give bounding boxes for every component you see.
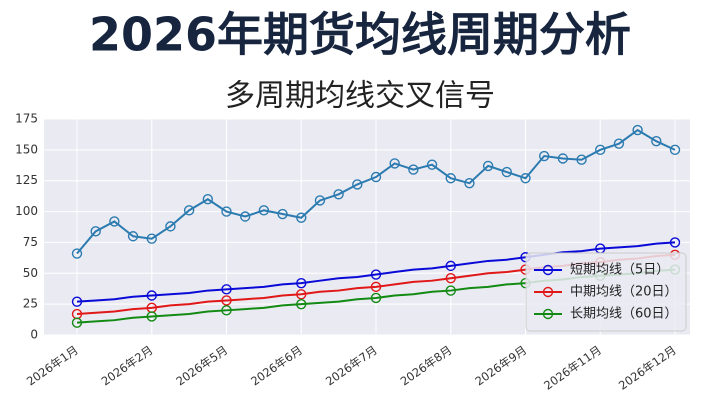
point-marker — [221, 295, 232, 306]
point-marker — [464, 177, 475, 189]
point-marker — [445, 273, 456, 284]
point-marker — [296, 289, 307, 300]
legend: 短期均线（5日） 中期均线（20日） 长期均线（60日） — [525, 252, 687, 332]
y-tick-label: 25 — [23, 297, 38, 311]
series-line — [76, 128, 676, 255]
point-marker — [296, 277, 307, 289]
series-line — [76, 241, 676, 303]
point-marker — [501, 166, 513, 178]
point-marker — [221, 284, 232, 295]
point-marker — [296, 298, 307, 310]
chart-title: 2026年期货均线周期分析 — [89, 8, 631, 62]
point-marker — [482, 160, 494, 172]
legend-label: 长期均线（60日） — [570, 307, 678, 322]
legend-marker — [542, 264, 554, 276]
point-marker — [632, 124, 643, 136]
legend-label: 短期均线（5日） — [570, 263, 669, 278]
point-marker — [370, 281, 382, 293]
point-marker — [239, 211, 251, 222]
legend-label: 中期均线（20日） — [570, 285, 678, 300]
point-marker — [595, 144, 606, 156]
point-marker — [146, 311, 157, 322]
point-marker — [183, 205, 195, 216]
y-tick-label: 50 — [23, 266, 38, 280]
point-marker — [370, 269, 382, 280]
point-marker — [296, 212, 307, 223]
point-marker — [258, 205, 270, 216]
point-marker — [352, 179, 363, 190]
point-marker — [613, 138, 625, 149]
point-marker — [333, 189, 344, 200]
point-marker — [669, 237, 681, 248]
point-marker — [576, 154, 587, 165]
y-tick-label: 125 — [15, 173, 38, 187]
point-marker — [221, 206, 232, 217]
point-marker — [165, 221, 176, 232]
y-tick-label: 150 — [15, 142, 38, 156]
point-marker — [127, 231, 139, 242]
point-marker — [370, 292, 382, 304]
legend-marker — [542, 308, 554, 320]
point-marker — [408, 164, 419, 175]
point-marker — [445, 260, 456, 272]
point-marker — [314, 195, 326, 206]
point-marker — [109, 216, 120, 227]
point-marker — [445, 285, 456, 296]
chart-subtitle: 多周期均线交叉信号 — [225, 79, 495, 114]
point-marker — [71, 296, 83, 307]
point-marker — [146, 233, 157, 244]
point-marker — [389, 158, 400, 169]
point-marker — [557, 153, 569, 164]
y-tick-label: 0 — [30, 328, 38, 342]
point-marker — [146, 290, 157, 301]
legend-box — [525, 252, 687, 332]
point-marker — [71, 248, 83, 259]
point-marker — [669, 144, 681, 156]
point-marker — [202, 194, 214, 205]
point-marker — [277, 208, 288, 220]
point-marker — [538, 150, 550, 162]
y-tick-label: 175 — [15, 112, 38, 126]
y-tick-label: 100 — [15, 204, 38, 218]
legend-marker — [542, 286, 554, 298]
point-marker — [71, 317, 83, 328]
point-marker — [370, 171, 382, 183]
point-marker — [445, 173, 456, 184]
y-tick-label: 75 — [23, 235, 38, 249]
point-marker — [221, 305, 232, 316]
point-marker — [90, 226, 101, 237]
point-marker — [426, 159, 438, 170]
point-marker — [651, 136, 662, 147]
point-marker — [520, 173, 531, 184]
